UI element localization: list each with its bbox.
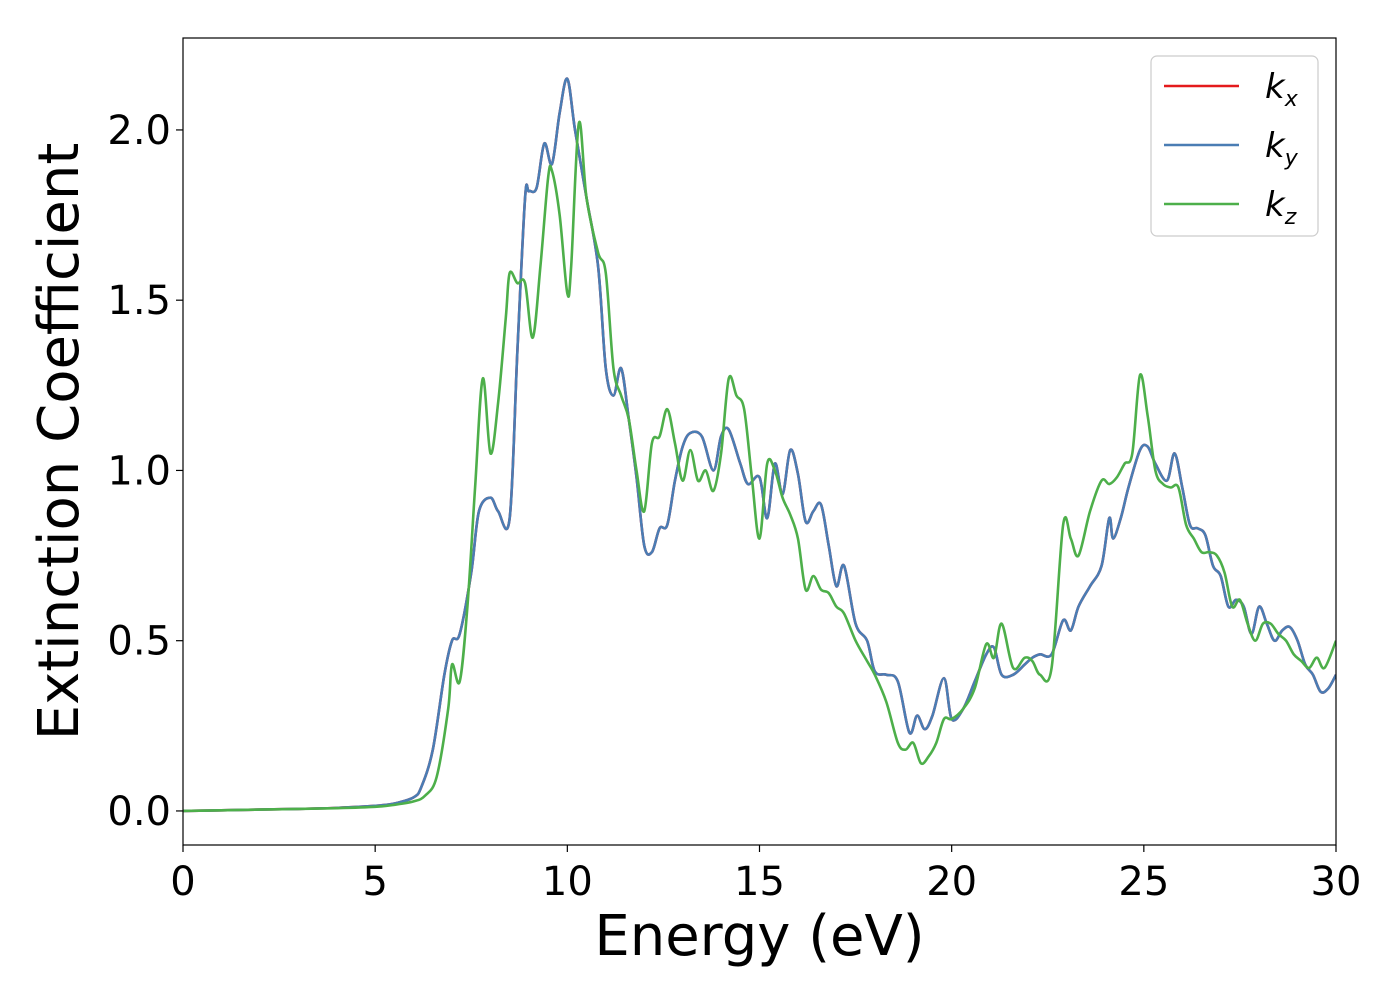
ticks-layer: 0 5 10 15 20 25 30 0.0 0.5 1.0 1.5 2.0 <box>107 108 1361 905</box>
x-tick-label: 0 <box>170 859 195 905</box>
x-tick-label: 25 <box>1118 859 1169 905</box>
x-tick-label: 10 <box>542 859 593 905</box>
series-line-ky <box>183 77 1336 813</box>
series-layer <box>183 77 1336 813</box>
x-tick-label: 5 <box>362 859 387 905</box>
y-tick-label: 1.0 <box>107 448 171 494</box>
x-tick-label: 20 <box>926 859 977 905</box>
y-tick-label: 0.0 <box>107 789 171 835</box>
legend-label-kx: kx <box>1265 67 1299 112</box>
y-axis-title: Extinction Coefficient <box>27 143 92 741</box>
y-tick-label: 2.0 <box>107 108 171 154</box>
series-line-kz <box>183 120 1336 813</box>
y-tick-label: 0.5 <box>107 619 171 665</box>
x-tick-label: 30 <box>1311 859 1362 905</box>
y-tick-label: 1.5 <box>107 278 171 324</box>
x-axis-title: Energy (eV) <box>594 904 924 969</box>
x-tick-label: 15 <box>734 859 785 905</box>
